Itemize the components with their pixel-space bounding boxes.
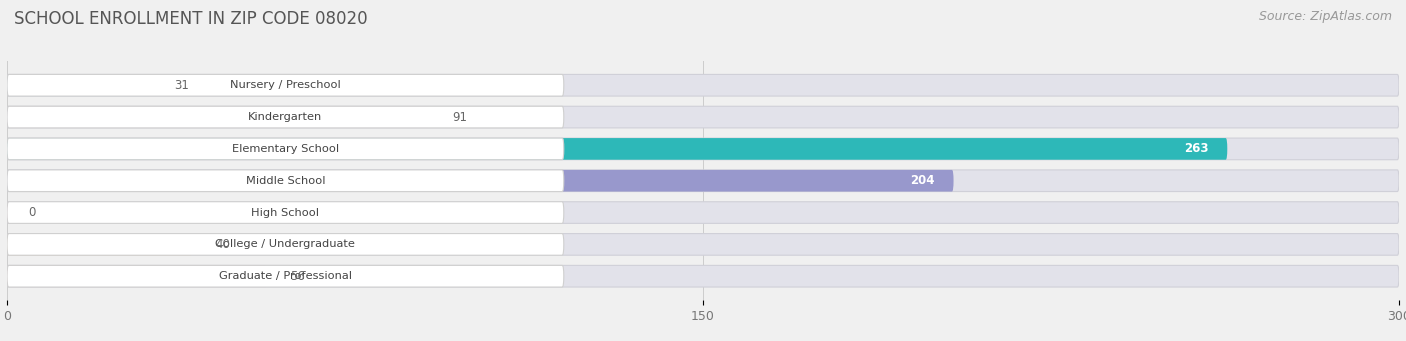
FancyBboxPatch shape: [7, 74, 564, 96]
FancyBboxPatch shape: [7, 170, 953, 192]
Text: 56: 56: [290, 270, 305, 283]
Text: Source: ZipAtlas.com: Source: ZipAtlas.com: [1258, 10, 1392, 23]
FancyBboxPatch shape: [7, 74, 1399, 96]
FancyBboxPatch shape: [7, 138, 1399, 160]
Text: 40: 40: [217, 238, 231, 251]
Text: Middle School: Middle School: [246, 176, 325, 186]
FancyBboxPatch shape: [7, 265, 1399, 287]
Text: Elementary School: Elementary School: [232, 144, 339, 154]
FancyBboxPatch shape: [7, 202, 1399, 223]
Text: Graduate / Professional: Graduate / Professional: [219, 271, 352, 281]
Text: 204: 204: [911, 174, 935, 187]
FancyBboxPatch shape: [7, 106, 429, 128]
FancyBboxPatch shape: [7, 106, 564, 128]
Text: 91: 91: [453, 110, 467, 123]
FancyBboxPatch shape: [7, 106, 1399, 128]
Text: 263: 263: [1184, 143, 1209, 155]
FancyBboxPatch shape: [7, 74, 150, 96]
FancyBboxPatch shape: [7, 234, 193, 255]
FancyBboxPatch shape: [7, 138, 564, 160]
FancyBboxPatch shape: [7, 234, 1399, 255]
FancyBboxPatch shape: [7, 202, 10, 223]
Text: College / Undergraduate: College / Undergraduate: [215, 239, 356, 249]
FancyBboxPatch shape: [7, 202, 564, 223]
FancyBboxPatch shape: [7, 265, 564, 287]
Text: 0: 0: [28, 206, 37, 219]
Text: High School: High School: [252, 208, 319, 218]
FancyBboxPatch shape: [7, 170, 564, 192]
FancyBboxPatch shape: [7, 265, 267, 287]
Text: Nursery / Preschool: Nursery / Preschool: [231, 80, 340, 90]
Text: SCHOOL ENROLLMENT IN ZIP CODE 08020: SCHOOL ENROLLMENT IN ZIP CODE 08020: [14, 10, 368, 28]
FancyBboxPatch shape: [7, 138, 1227, 160]
Text: Kindergarten: Kindergarten: [249, 112, 322, 122]
FancyBboxPatch shape: [7, 170, 1399, 192]
FancyBboxPatch shape: [7, 234, 564, 255]
Text: 31: 31: [174, 79, 188, 92]
